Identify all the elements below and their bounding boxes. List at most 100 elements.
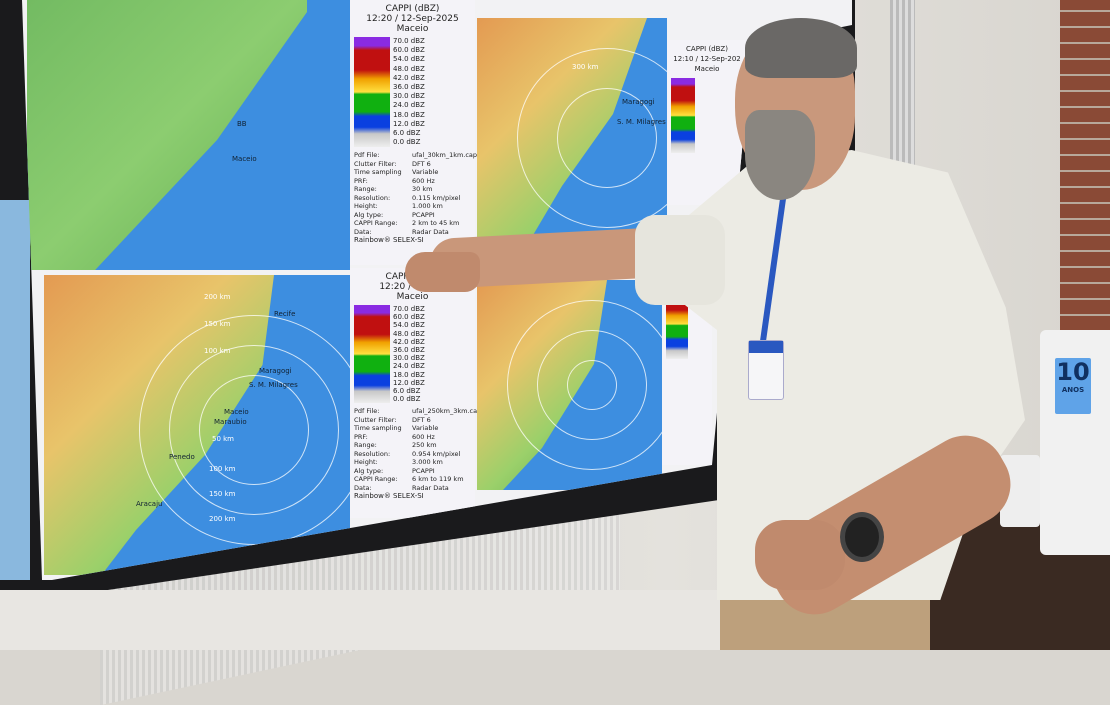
info-key: Resolution:	[354, 449, 391, 458]
scale-tick: 70.0 dBZ	[393, 305, 425, 313]
scale-tick: 54.0 dBZ	[393, 321, 425, 330]
info-key: Clutter Filter:	[354, 159, 397, 168]
id-badge	[748, 340, 784, 400]
scale-tick: 24.0 dBZ	[393, 101, 425, 110]
man-beard	[745, 110, 815, 200]
info-key: CAPPI Range:	[354, 219, 398, 228]
ring-label: 200 km	[209, 515, 236, 523]
info-value: DFT 6	[412, 159, 431, 168]
info-value: 3.000 km	[412, 458, 443, 467]
info-key: Clutter Filter:	[354, 415, 397, 424]
legend-datetime: 12:10 / 12-Sep-202	[673, 55, 741, 63]
floor-wall-base	[0, 590, 720, 650]
scale-tick: 60.0 dBZ	[393, 313, 425, 322]
legend-panel-1: CAPPI (dBZ) 12:20 / 12-Sep-2025 Maceio 7…	[350, 0, 483, 265]
info-value: 250 km	[412, 441, 437, 450]
info-value: Radar Data	[412, 227, 449, 236]
info-key: Alg type:	[354, 466, 384, 475]
scale-tick: 0.0 dBZ	[393, 395, 421, 404]
sticker-number: 10	[1056, 358, 1090, 386]
scale-tick: 6.0 dBZ	[393, 387, 421, 396]
info-value: ufal_250km_3km.cappi	[412, 407, 488, 416]
city-label: BB	[237, 120, 247, 128]
info-value: Variable	[412, 168, 439, 177]
info-value: 600 Hz	[412, 176, 435, 185]
city-label: Maraubio	[214, 418, 247, 426]
pointing-hand	[405, 252, 480, 292]
color-scale-bar	[671, 78, 695, 153]
ring-label: 150 km	[204, 320, 231, 328]
info-key: CAPPI Range:	[354, 475, 398, 484]
legend-panel-4	[662, 285, 712, 465]
scale-tick: 36.0 dBZ	[393, 346, 425, 355]
scale-tick: 54.0 dBZ	[393, 55, 425, 64]
scale-tick: 60.0 dBZ	[393, 46, 425, 55]
brick-wall	[1060, 0, 1110, 330]
color-scale-bar	[666, 289, 688, 359]
ring-label: 150 km	[209, 490, 236, 498]
info-value: DFT 6	[412, 415, 431, 424]
info-key: Resolution:	[354, 193, 391, 202]
info-key: Range:	[354, 185, 377, 194]
radar-display: Maceio BB CAPPI (dBZ) 12:20 / 12-Sep-202…	[22, 0, 852, 580]
scale-tick: 42.0 dBZ	[393, 337, 425, 346]
city-label: Maragogi	[622, 98, 655, 106]
ring-label: 50 km	[212, 435, 235, 443]
scale-tick: 6.0 dBZ	[393, 129, 421, 138]
scale-tick: 24.0 dBZ	[393, 362, 425, 371]
city-label: Maceio	[232, 155, 257, 163]
legend-datetime: 12:20 / 12-Sep-2025	[366, 14, 459, 24]
info-value: 0.115 km/pixel	[412, 193, 461, 202]
legend-location: Maceio	[694, 65, 720, 73]
color-scale-bar	[354, 305, 390, 403]
ring-label: 100 km	[204, 347, 231, 355]
info-value: PCAPPI	[412, 466, 435, 475]
scale-tick: 30.0 dBZ	[393, 92, 425, 101]
scale-tick: 48.0 dBZ	[393, 64, 425, 73]
city-label: Recife	[274, 310, 296, 318]
info-key: Height:	[354, 202, 378, 211]
city-label: Aracaju	[136, 500, 163, 508]
info-value: ufal_30km_1km.cappi	[412, 151, 483, 160]
scale-tick: 42.0 dBZ	[393, 73, 425, 82]
info-value: PCAPPI	[412, 210, 435, 219]
info-key: Height:	[354, 458, 378, 467]
radar-info: Pdf File: ufal_250km_3km.cappi Clutter Fi…	[354, 407, 487, 492]
info-value: 30 km	[412, 185, 433, 194]
scale-tick: 12.0 dBZ	[393, 119, 425, 128]
wristwatch	[840, 512, 884, 562]
scale-tick: 30.0 dBZ	[393, 354, 425, 363]
scale-tick: 12.0 dBZ	[393, 378, 425, 387]
legend-panel-3: CAPPI (dBZ) 12:10 / 12-Sep-202 Maceio	[667, 40, 747, 205]
legend-footer: Rainbow® SELEX-SI	[354, 492, 424, 501]
info-key: Time sampling	[354, 424, 402, 433]
info-value: Variable	[412, 424, 439, 433]
city-label: S. M. Milagres	[249, 381, 298, 389]
legend-location: Maceio	[396, 24, 429, 34]
info-key: PRF:	[354, 176, 368, 185]
map-top-left: Maceio BB	[27, 0, 350, 270]
anniversary-sticker: 10 ANOS	[1055, 358, 1091, 414]
radar-info: Pdf File: ufal_30km_1km.cappi Clutter Fil…	[354, 151, 483, 236]
legend-location: Maceio	[396, 292, 429, 302]
city-label: Maceio	[224, 408, 249, 416]
scale-tick: 0.0 dBZ	[393, 138, 421, 147]
ring-label: 300 km	[572, 63, 599, 71]
scale-tick: 36.0 dBZ	[393, 83, 425, 92]
map-top-right: 300 km Maragogi S. M. Milagres	[477, 18, 667, 256]
map-bottom-left: 200 km 150 km 100 km 50 km 100 km 150 km…	[44, 275, 350, 575]
info-value: 600 Hz	[412, 432, 435, 441]
info-key: Alg type:	[354, 210, 384, 219]
city-label: Maragogi	[259, 367, 292, 375]
info-value: 1.000 km	[412, 202, 443, 211]
info-key: Data:	[354, 227, 372, 236]
info-key: Data:	[354, 483, 372, 492]
info-key: Time sampling	[354, 168, 402, 177]
info-key: Pdf File:	[354, 151, 380, 160]
scale-tick: 18.0 dBZ	[393, 370, 425, 379]
scale-tick: 48.0 dBZ	[393, 329, 425, 338]
legend-title: CAPPI (dBZ)	[385, 4, 440, 14]
legend-title: CAPPI (dBZ)	[686, 45, 728, 53]
info-key: Pdf File:	[354, 407, 380, 416]
color-scale-bar	[354, 37, 390, 147]
